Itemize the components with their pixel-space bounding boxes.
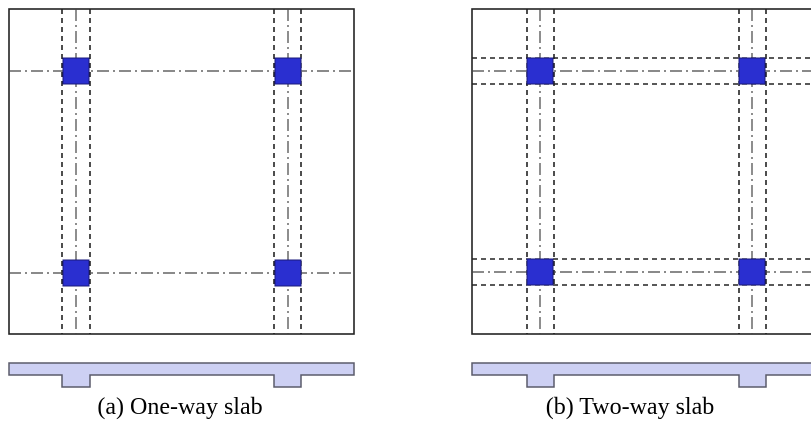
slab-outline	[471, 8, 811, 335]
columns	[526, 57, 766, 286]
beam-band-lines	[61, 9, 302, 334]
slab-section	[471, 362, 811, 388]
column	[526, 57, 554, 85]
panel-two-way-slab	[471, 8, 811, 388]
columns	[62, 57, 302, 287]
column	[274, 259, 302, 287]
beam-band-lines-horizontal	[472, 57, 811, 286]
grid-axis-lines	[9, 9, 354, 334]
slab-outline	[8, 8, 355, 335]
column	[738, 258, 766, 286]
column	[738, 57, 766, 85]
caption-one-way-slab: (a) One-way slab	[97, 394, 263, 420]
column	[62, 57, 90, 85]
column	[526, 258, 554, 286]
column	[62, 259, 90, 287]
column	[274, 57, 302, 85]
caption-two-way-slab: (b) Two-way slab	[545, 394, 715, 420]
panel-one-way-slab	[8, 8, 355, 388]
slab-section	[8, 362, 355, 388]
